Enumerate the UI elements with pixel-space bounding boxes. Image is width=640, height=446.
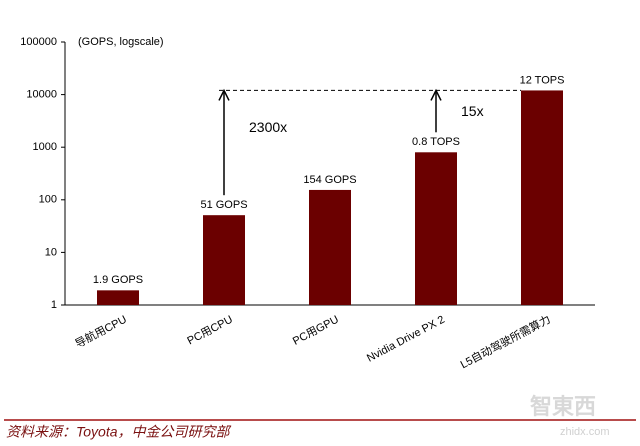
value-label: 154 GOPS <box>303 174 356 186</box>
value-label: 12 TOPS <box>520 74 565 86</box>
y-tick-label: 1000 <box>33 141 57 153</box>
arrow-head <box>430 88 442 101</box>
bar <box>415 152 457 305</box>
x-tick-label: Nvidia Drive PX 2 <box>365 314 447 365</box>
source: 资料来源：Toyota，中金公司研究部 <box>6 424 232 440</box>
x-tick-label: PC用CPU <box>185 314 234 348</box>
y-tick-label: 100000 <box>20 36 57 48</box>
y-tick-label: 10000 <box>26 89 57 101</box>
arrow-head <box>218 88 230 101</box>
value-label: 51 GOPS <box>200 199 247 211</box>
y-tick-label: 100 <box>39 194 57 206</box>
annotation: 2300x <box>249 119 287 135</box>
bar <box>521 90 563 306</box>
annotation: 15x <box>461 103 484 119</box>
value-label: 1.9 GOPS <box>93 274 143 286</box>
y-tick-label: 1 <box>51 299 57 311</box>
x-tick-label: PC用GPU <box>291 314 341 348</box>
watermark: 智東西 <box>530 394 596 419</box>
value-label: 0.8 TOPS <box>412 136 460 148</box>
x-tick-label: L5自动驾驶所需算力 <box>458 312 553 371</box>
bar <box>97 290 139 305</box>
y-tick-label: 10 <box>45 246 57 258</box>
y-axis-label: (GOPS, logscale) <box>78 36 164 48</box>
bar <box>203 215 245 305</box>
watermark-url: zhidx.com <box>560 426 610 438</box>
bar <box>309 189 351 305</box>
x-tick-label: 导航用CPU <box>73 312 129 351</box>
